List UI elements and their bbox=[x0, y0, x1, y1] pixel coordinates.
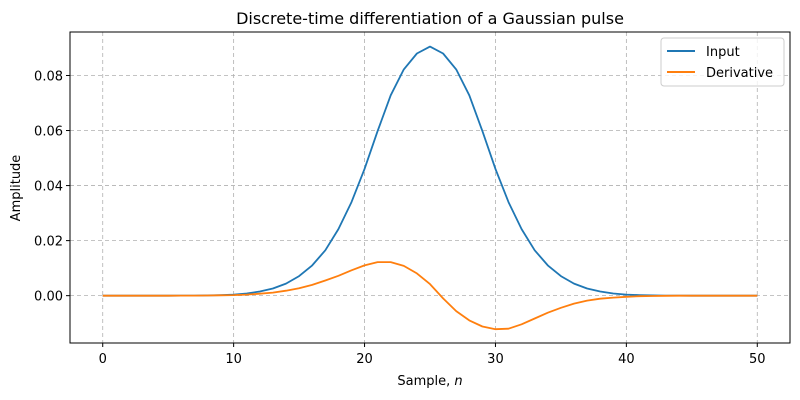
y-axis-ticks: 0.00 0.02 0.04 0.06 0.08 bbox=[34, 69, 70, 305]
x-tick-label: 40 bbox=[618, 352, 635, 367]
x-tick-label: 30 bbox=[487, 352, 504, 367]
y-axis-label: Amplitude bbox=[9, 155, 24, 222]
legend: Input Derivative bbox=[660, 37, 785, 87]
y-tick-label: 0.02 bbox=[34, 235, 63, 250]
series-line-input bbox=[102, 45, 758, 297]
x-tick-label: 0 bbox=[99, 352, 107, 367]
chart-title: Discrete-time differentiation of a Gauss… bbox=[236, 9, 624, 28]
plot-frame bbox=[69, 31, 791, 344]
y-tick-label: 0.06 bbox=[34, 125, 63, 140]
x-axis-label: Sample, n bbox=[397, 374, 462, 389]
series-line-derivative bbox=[102, 261, 758, 331]
x-tick-label: 50 bbox=[749, 352, 766, 367]
x-tick-label: 20 bbox=[356, 352, 373, 367]
x-tick-label: 10 bbox=[225, 352, 242, 367]
legend-derivative-label: Derivative bbox=[706, 66, 773, 81]
legend-input-label: Input bbox=[706, 45, 740, 60]
y-tick-label: 0.04 bbox=[34, 180, 63, 195]
y-tick-label: 0.00 bbox=[34, 290, 63, 305]
x-axis-ticks: 0 10 20 30 40 50 bbox=[99, 343, 766, 367]
series-lines bbox=[102, 45, 758, 331]
y-tick-label: 0.08 bbox=[34, 69, 63, 84]
